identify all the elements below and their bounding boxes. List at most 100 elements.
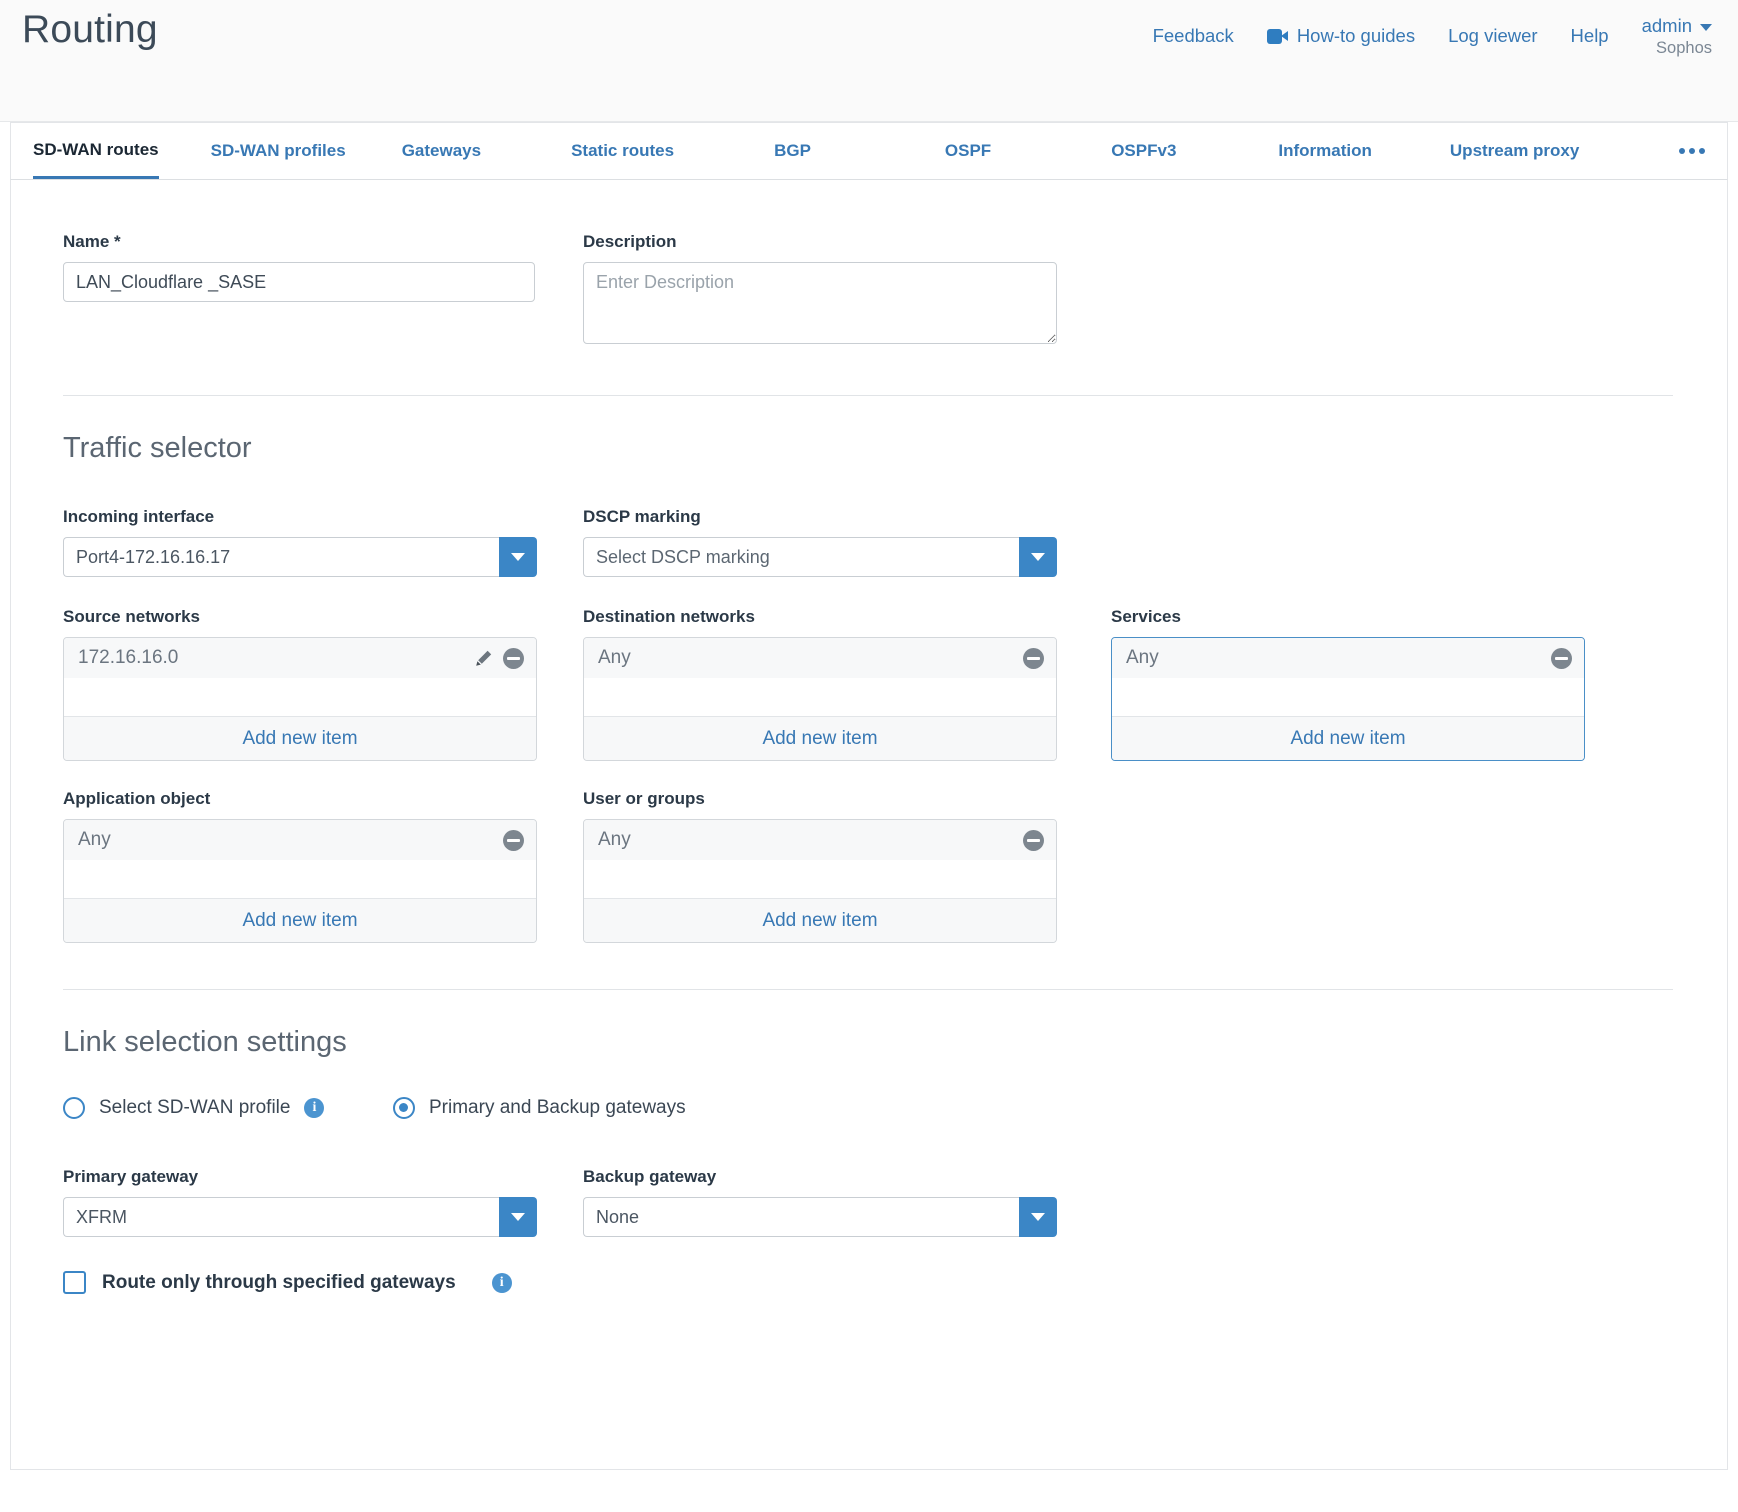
destination-networks-label: Destination networks <box>583 607 755 626</box>
list-item-label: Any <box>598 647 631 668</box>
name-input[interactable] <box>63 262 535 302</box>
source-networks-group: Source networks 172.16.16.0 Add new item <box>63 607 583 761</box>
dropdown-arrow-icon[interactable] <box>499 537 537 577</box>
remove-icon[interactable] <box>1551 647 1572 669</box>
tab-sd-wan-routes[interactable]: SD-WAN routes <box>33 123 159 179</box>
source-networks-items: 172.16.16.0 <box>64 638 536 716</box>
dropdown-arrow-icon[interactable] <box>1019 1197 1057 1237</box>
chevron-down-icon <box>1700 23 1712 31</box>
list-item-actions <box>1023 647 1044 669</box>
list-item-label: Any <box>1126 647 1159 668</box>
interface-dscp-row: Incoming interface Port4-172.16.16.17 DS… <box>63 507 1673 577</box>
description-textarea[interactable] <box>583 262 1057 344</box>
route-only-checkbox-row[interactable]: Route only through specified gateways i <box>63 1271 1673 1294</box>
tab-label: OSPFv3 <box>1111 141 1177 160</box>
radio-icon[interactable] <box>63 1097 85 1119</box>
page-title: Routing <box>22 8 158 51</box>
application-user-row: Application object Any Add new item User… <box>63 789 1673 943</box>
gateways-row: Primary gateway XFRM Backup gateway None <box>63 1167 1673 1237</box>
admin-name: admin <box>1641 15 1692 36</box>
networks-services-row: Source networks 172.16.16.0 Add new item <box>63 607 1673 761</box>
dropdown-arrow-icon[interactable] <box>499 1197 537 1237</box>
description-field-group: Description <box>583 232 1111 349</box>
destination-networks-items: Any <box>584 638 1056 716</box>
list-item-label: Any <box>598 829 631 850</box>
list-item-actions <box>1551 647 1572 669</box>
tab-sd-wan-profiles[interactable]: SD-WAN profiles <box>211 123 346 179</box>
list-item[interactable]: Any <box>64 820 536 860</box>
add-new-item-button[interactable]: Add new item <box>64 898 536 942</box>
list-item-actions <box>503 829 524 851</box>
list-item[interactable]: 172.16.16.0 <box>64 638 536 678</box>
services-listbox: Any Add new item <box>1111 637 1585 761</box>
dscp-marking-label: DSCP marking <box>583 507 701 526</box>
tab-label: Information <box>1278 141 1372 160</box>
radio-select-sd-wan-profile[interactable]: Select SD-WAN profile i <box>63 1097 393 1119</box>
dscp-marking-select[interactable]: Select DSCP marking <box>583 537 1057 577</box>
tab-ospf[interactable]: OSPF <box>945 123 991 179</box>
list-item[interactable]: Any <box>584 820 1056 860</box>
header-links: Feedback How-to guides Log viewer Help a… <box>1153 14 1712 59</box>
primary-gateway-select[interactable]: XFRM <box>63 1197 537 1237</box>
info-icon[interactable]: i <box>304 1098 325 1118</box>
tab-label: OSPF <box>944 141 992 160</box>
remove-icon[interactable] <box>503 647 524 669</box>
list-item[interactable]: Any <box>1112 638 1584 678</box>
tab-label: SD-WAN routes <box>33 139 159 159</box>
name-description-row: Name * Description <box>63 232 1673 349</box>
log-viewer-link[interactable]: Log viewer <box>1448 25 1538 47</box>
incoming-interface-select[interactable]: Port4-172.16.16.17 <box>63 537 537 577</box>
add-new-item-button[interactable]: Add new item <box>584 716 1056 760</box>
edit-pencil-icon[interactable] <box>474 649 493 668</box>
list-item[interactable]: Any <box>584 638 1056 678</box>
more-tabs-icon[interactable] <box>1679 123 1727 179</box>
primary-gateway-value: XFRM <box>63 1197 499 1237</box>
radio-label: Primary and Backup gateways <box>429 1097 686 1118</box>
remove-icon[interactable] <box>1023 647 1044 669</box>
route-only-checkbox[interactable] <box>63 1271 86 1294</box>
tab-ospfv3[interactable]: OSPFv3 <box>1111 123 1176 179</box>
tab-upstream-proxy[interactable]: Upstream proxy <box>1450 123 1579 179</box>
admin-menu[interactable]: admin Sophos <box>1642 14 1712 59</box>
info-icon[interactable]: i <box>491 1272 512 1293</box>
user-or-groups-label: User or groups <box>583 789 705 808</box>
primary-gateway-group: Primary gateway XFRM <box>63 1167 583 1237</box>
tab-label: Gateways <box>401 141 482 160</box>
app-header: Routing Feedback How-to guides Log viewe… <box>0 0 1738 122</box>
divider-traffic <box>63 395 1673 396</box>
incoming-interface-value: Port4-172.16.16.17 <box>63 537 499 577</box>
help-link[interactable]: Help <box>1570 25 1609 47</box>
tab-label: Static routes <box>571 141 675 160</box>
sd-wan-route-form: Name * Description Traffic selector Inco… <box>10 180 1728 1470</box>
admin-org: Sophos <box>1656 39 1712 58</box>
services-group: Services Any Add new item <box>1111 607 1591 761</box>
tab-bgp[interactable]: BGP <box>774 123 811 179</box>
admin-row[interactable]: admin <box>1642 14 1712 37</box>
remove-icon[interactable] <box>1023 829 1044 851</box>
application-object-group: Application object Any Add new item <box>63 789 583 943</box>
backup-gateway-label: Backup gateway <box>583 1167 717 1186</box>
tab-information[interactable]: Information <box>1278 123 1372 179</box>
route-only-label: Route only through specified gateways <box>102 1271 456 1293</box>
add-new-item-button[interactable]: Add new item <box>64 716 536 760</box>
incoming-interface-group: Incoming interface Port4-172.16.16.17 <box>63 507 583 577</box>
how-to-guides-link[interactable]: How-to guides <box>1266 25 1415 47</box>
remove-icon[interactable] <box>503 829 524 851</box>
backup-gateway-select[interactable]: None <box>583 1197 1057 1237</box>
user-or-groups-listbox: Any Add new item <box>583 819 1057 943</box>
dropdown-arrow-icon[interactable] <box>1019 537 1057 577</box>
tab-gateways[interactable]: Gateways <box>402 123 481 179</box>
user-or-groups-group: User or groups Any Add new item <box>583 789 1111 943</box>
radio-icon[interactable] <box>393 1097 415 1119</box>
radio-primary-and-backup-gateways[interactable]: Primary and Backup gateways <box>393 1097 686 1119</box>
feedback-link[interactable]: Feedback <box>1152 25 1234 47</box>
destination-networks-group: Destination networks Any Add new item <box>583 607 1111 761</box>
add-new-item-button[interactable]: Add new item <box>584 898 1056 942</box>
application-object-items: Any <box>64 820 536 898</box>
name-label: Name * <box>63 232 121 251</box>
tab-static-routes[interactable]: Static routes <box>571 123 674 179</box>
destination-networks-listbox: Any Add new item <box>583 637 1057 761</box>
radio-label: Select SD-WAN profile <box>99 1097 291 1118</box>
divider-link-selection <box>63 989 1673 990</box>
add-new-item-button[interactable]: Add new item <box>1112 716 1584 760</box>
